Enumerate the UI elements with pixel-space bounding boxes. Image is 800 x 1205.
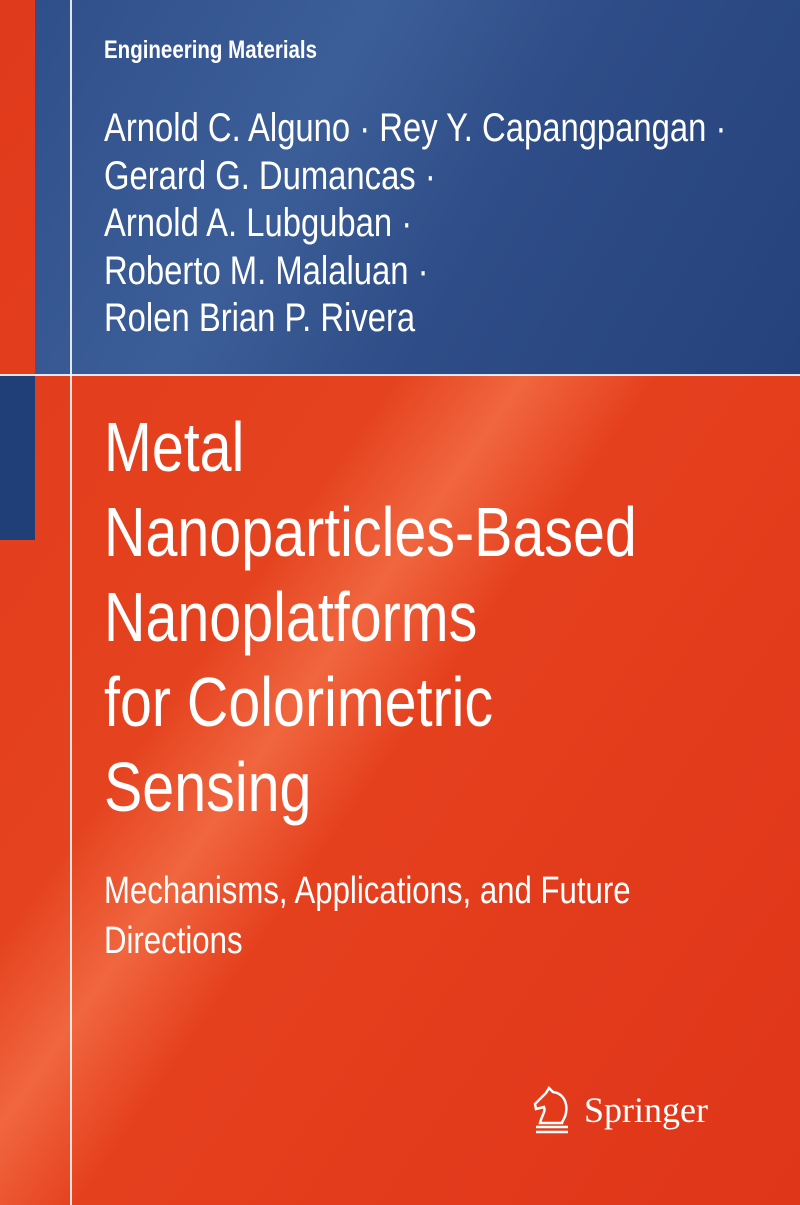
title-line: Nanoplatforms — [104, 578, 478, 656]
author-line: Rolen Brian P. Rivera — [104, 296, 416, 340]
book-title: Metal Nanoparticles-Based Nanoplatforms … — [104, 405, 637, 830]
author-panel — [35, 0, 800, 375]
author-line: Arnold A. Lubguban · — [104, 201, 413, 245]
author-line: Arnold C. Alguno · Rey Y. Capangpangan · — [104, 106, 727, 150]
author-line: Gerard G. Dumancas · — [104, 153, 436, 198]
series-name: Engineering Materials — [104, 36, 318, 64]
vertical-divider — [70, 0, 72, 1205]
author-line: Roberto M. Malaluan · — [104, 248, 429, 293]
author-list: Arnold C. Alguno · Rey Y. Capangpangan ·… — [104, 105, 726, 343]
accent-strip — [0, 375, 35, 540]
publisher-name: Springer — [584, 1090, 708, 1130]
book-subtitle: Mechanisms, Applications, and Future Dir… — [104, 866, 631, 966]
horizontal-divider — [0, 374, 800, 376]
publisher-logo: Springer — [532, 1085, 708, 1135]
subtitle-line: Mechanisms, Applications, and Future — [104, 870, 631, 912]
title-line: Sensing — [104, 748, 312, 826]
springer-horse-icon — [533, 1085, 568, 1134]
title-line: Metal — [104, 408, 245, 486]
title-line: Nanoparticles-Based — [104, 493, 637, 571]
title-line: for Colorimetric — [104, 663, 494, 741]
subtitle-line: Directions — [104, 920, 243, 962]
